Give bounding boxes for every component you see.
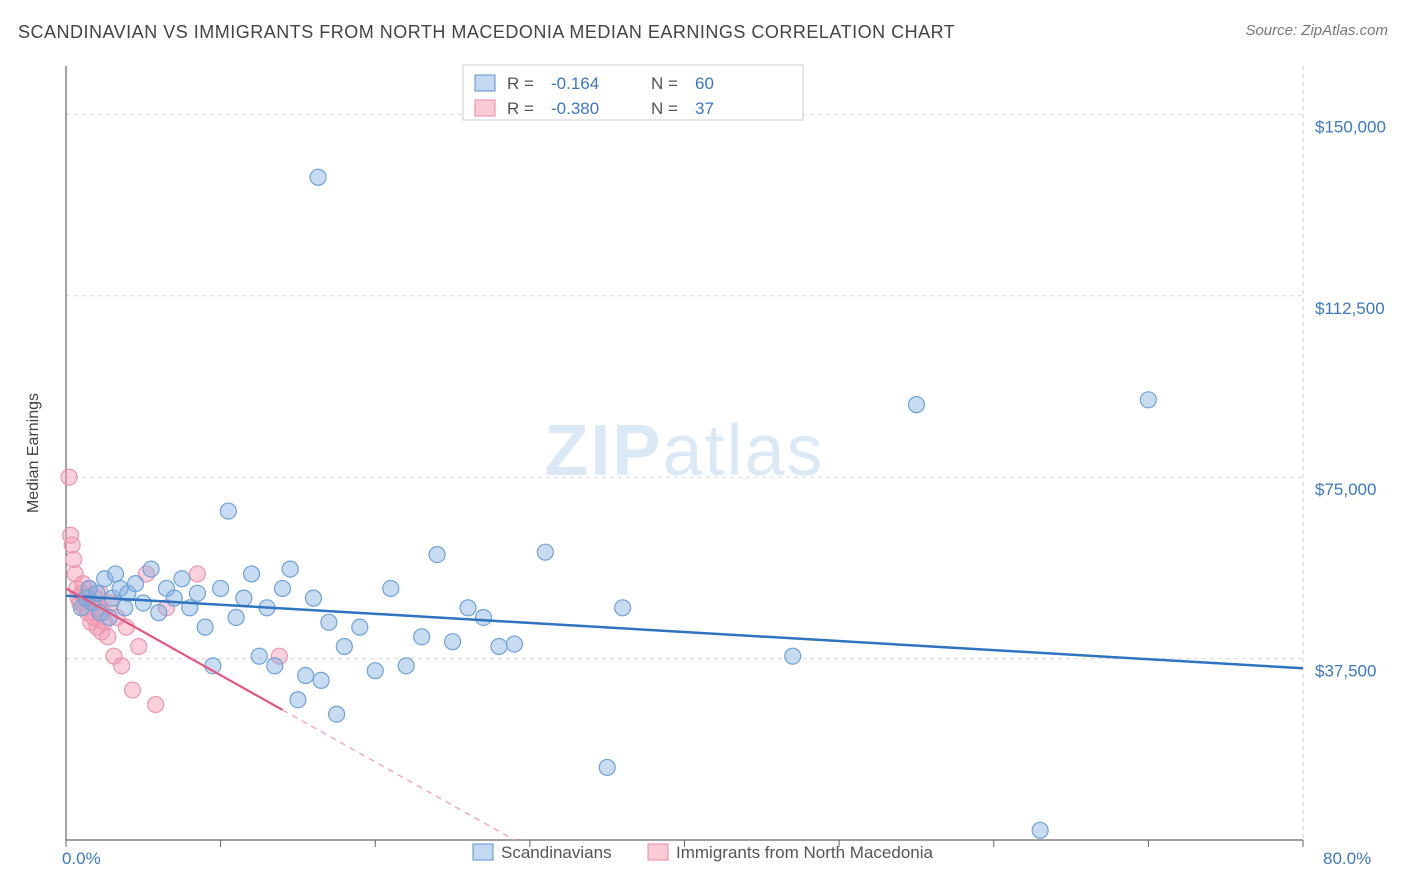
y-tick-label: $75,000 — [1315, 480, 1376, 499]
trend-extrapolation — [282, 710, 514, 840]
data-point — [537, 544, 553, 560]
data-point — [336, 639, 352, 655]
data-point — [491, 639, 507, 655]
data-point — [236, 590, 252, 606]
data-point — [310, 169, 326, 185]
legend-n-label: N = — [651, 74, 678, 93]
correlation-scatter-chart: $37,500 $75,000 $112,500 $150,000 ZIPatlas 0.… — [18, 58, 1388, 882]
data-point — [107, 566, 123, 582]
data-point — [352, 619, 368, 635]
data-point — [414, 629, 430, 645]
legend-r-value: -0.380 — [551, 99, 599, 118]
data-point — [282, 561, 298, 577]
data-point — [321, 614, 337, 630]
legend-r-label: R = — [507, 99, 534, 118]
data-point — [148, 697, 164, 713]
data-point — [114, 658, 130, 674]
chart-title: SCANDINAVIAN VS IMMIGRANTS FROM NORTH MA… — [18, 22, 955, 42]
data-point — [267, 658, 283, 674]
data-point — [100, 629, 116, 645]
x-max-label: 80.0% — [1323, 849, 1371, 868]
data-point — [124, 682, 140, 698]
data-point — [367, 663, 383, 679]
data-point — [599, 759, 615, 775]
data-point — [213, 580, 229, 596]
data-point — [329, 706, 345, 722]
data-point — [460, 600, 476, 616]
legend-n-value: 60 — [695, 74, 714, 93]
data-point — [383, 580, 399, 596]
data-point — [785, 648, 801, 664]
series-label: Scandinavians — [501, 843, 612, 862]
data-point — [305, 590, 321, 606]
data-point — [1032, 822, 1048, 838]
data-point — [143, 561, 159, 577]
source-attribution: Source: ZipAtlas.com — [1245, 22, 1388, 39]
data-point — [66, 551, 82, 567]
series-swatch — [473, 844, 493, 860]
data-point — [251, 648, 267, 664]
data-point — [189, 566, 205, 582]
data-point — [64, 537, 80, 553]
data-point — [174, 571, 190, 587]
data-point — [429, 547, 445, 563]
legend-n-label: N = — [651, 99, 678, 118]
data-point — [135, 595, 151, 611]
data-point — [298, 668, 314, 684]
legend-swatch — [475, 100, 495, 116]
watermark: ZIPatlas — [544, 411, 824, 491]
data-point — [61, 469, 77, 485]
data-point — [313, 672, 329, 688]
series-label: Immigrants from North Macedonia — [676, 843, 934, 862]
data-point — [117, 600, 133, 616]
data-point — [398, 658, 414, 674]
data-point — [290, 692, 306, 708]
data-point — [475, 609, 491, 625]
x-min-label: 0.0% — [62, 849, 101, 868]
data-point — [166, 590, 182, 606]
data-point — [151, 605, 167, 621]
legend-r-value: -0.164 — [551, 74, 599, 93]
legend-r-label: R = — [507, 74, 534, 93]
data-point — [274, 580, 290, 596]
data-point — [445, 634, 461, 650]
y-tick-label: $37,500 — [1315, 662, 1376, 681]
legend-swatch — [475, 75, 495, 91]
data-point — [244, 566, 260, 582]
data-point — [197, 619, 213, 635]
y-axis-label: Median Earnings — [25, 393, 42, 513]
data-point — [228, 609, 244, 625]
data-point — [189, 585, 205, 601]
data-point — [128, 576, 144, 592]
data-point — [1140, 392, 1156, 408]
y-tick-label: $112,500 — [1315, 299, 1385, 318]
data-point — [506, 636, 522, 652]
data-point — [131, 639, 147, 655]
data-point — [220, 503, 236, 519]
legend-n-value: 37 — [695, 99, 714, 118]
y-tick-label: $150,000 — [1315, 117, 1386, 136]
series-swatch — [648, 844, 668, 860]
data-point — [615, 600, 631, 616]
data-point — [908, 397, 924, 413]
